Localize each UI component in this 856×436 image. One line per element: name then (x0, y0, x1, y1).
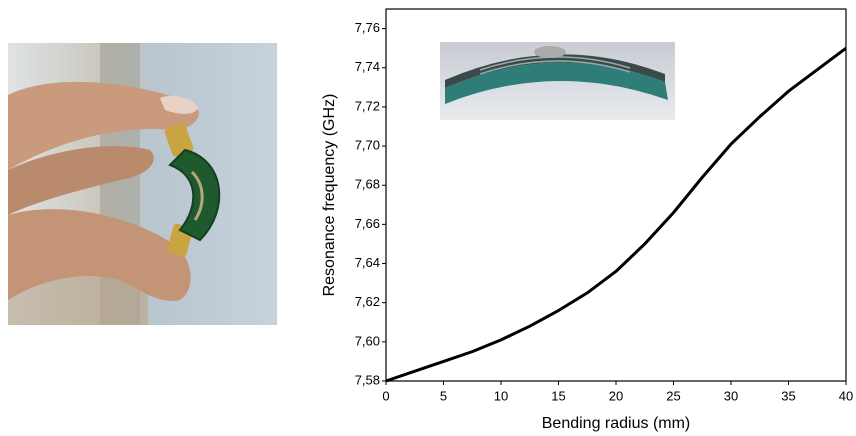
y-tick-label: 7,72 (355, 98, 380, 113)
y-tick-label: 7,74 (355, 59, 380, 74)
y-tick-label: 7,70 (355, 137, 380, 152)
x-axis-title: Bending radius (mm) (542, 415, 691, 432)
x-tick-label: 0 (382, 388, 389, 403)
y-tick-label: 7,64 (355, 255, 380, 270)
y-tick-label: 7,58 (355, 372, 380, 387)
y-axis-title: Resonance frequency (GHz) (321, 94, 338, 297)
x-tick-label: 25 (666, 388, 680, 403)
x-tick-label: 30 (724, 388, 738, 403)
data-line (385, 46, 847, 383)
x-tick-label: 5 (440, 388, 447, 403)
y-tick-label: 7,68 (355, 177, 380, 192)
x-tick-label: 35 (781, 388, 795, 403)
photo (8, 43, 277, 325)
x-tick-label: 20 (609, 388, 623, 403)
y-tick-label: 7,60 (355, 333, 380, 348)
y-tick-label: 7,66 (355, 216, 380, 231)
plot-frame (385, 8, 847, 382)
y-tick-label: 7,62 (355, 294, 380, 309)
y-tick-label: 7,76 (355, 20, 380, 35)
x-tick-label: 15 (551, 388, 565, 403)
x-tick-label: 10 (494, 388, 508, 403)
inset-image (440, 42, 675, 120)
x-tick-label: 40 (839, 388, 853, 403)
